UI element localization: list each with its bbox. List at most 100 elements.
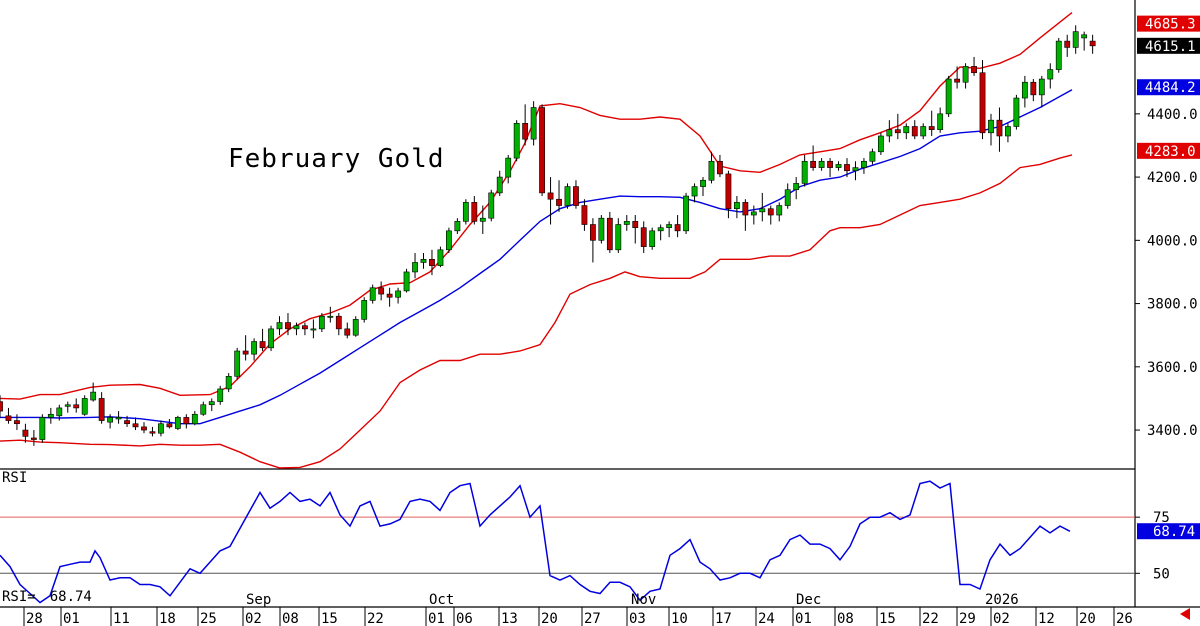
candle-body (733, 202, 740, 210)
candle (1064, 34, 1071, 57)
candle (437, 246, 444, 268)
candle-body (767, 208, 774, 216)
candle-body (395, 290, 401, 298)
day-tick-label: 08 (282, 611, 299, 626)
candle-body (911, 126, 918, 137)
rsi-line (0, 480, 1071, 604)
candle-body (1047, 69, 1054, 80)
candle (589, 218, 596, 263)
candle (530, 101, 537, 146)
candle-body (47, 413, 54, 418)
candle-body (251, 341, 257, 355)
candle-body (522, 123, 529, 140)
candle-body (886, 129, 893, 137)
price-tag-value: 4615.1 (1145, 39, 1196, 55)
day-tick-label: 29 (959, 611, 976, 626)
candle (615, 218, 622, 253)
candle-body (344, 328, 351, 336)
rsi-readout-label: RSI= (2, 589, 36, 605)
candle (573, 180, 579, 209)
candle-body (556, 198, 562, 206)
candle-body (488, 192, 495, 219)
candle (259, 328, 266, 351)
candle (471, 196, 478, 225)
price-tick-label: 4000.0 (1147, 233, 1198, 249)
candle-body (149, 431, 156, 434)
candle (954, 66, 961, 89)
rsi-readout: RSI= 68.74 (2, 589, 92, 605)
candle (403, 268, 410, 293)
candle (1081, 31, 1088, 51)
candle-body (1038, 78, 1045, 96)
candle-body (725, 173, 732, 210)
candle (877, 132, 884, 155)
candle (733, 196, 740, 219)
candle-body (971, 66, 977, 74)
candle (801, 154, 808, 187)
candle (285, 313, 291, 336)
rsi-tick-label: 75 (1153, 510, 1170, 526)
scroll-left-arrow-icon[interactable] (1180, 608, 1190, 620)
candle-body (513, 123, 520, 159)
candle-body (73, 404, 80, 409)
candle-body (581, 205, 588, 225)
candle (1055, 37, 1062, 73)
bollinger-middle-line (0, 89, 1073, 425)
candle (852, 161, 859, 181)
day-tick-label: 15 (879, 611, 896, 626)
day-tick-label: 03 (629, 611, 646, 626)
day-tick-label: 06 (456, 611, 473, 626)
candle-body (429, 258, 435, 266)
candle (251, 338, 257, 361)
candle (124, 415, 130, 427)
candle-body (420, 258, 427, 263)
candle-body (22, 429, 29, 437)
candle-body (530, 107, 537, 140)
candle (962, 63, 969, 89)
candle (327, 306, 334, 323)
candle-body (335, 315, 342, 330)
candle-body (945, 78, 952, 115)
candle-body (691, 186, 698, 197)
candle-body (674, 224, 681, 232)
candle (5, 407, 12, 424)
candle (30, 430, 37, 446)
candle (183, 414, 190, 429)
candle-body (200, 404, 207, 415)
candle-body (1089, 40, 1096, 47)
candle-body (378, 287, 385, 295)
candle (234, 347, 241, 380)
day-tick-label: 22 (367, 611, 384, 626)
candle (22, 423, 29, 443)
candle-body (285, 322, 291, 330)
candle-body (505, 157, 512, 178)
candle (623, 215, 630, 231)
bollinger-bands (0, 12, 1073, 469)
candle-body (471, 202, 478, 222)
day-tick-label: 24 (758, 611, 775, 626)
day-tick-label: 15 (321, 611, 338, 626)
candle (640, 221, 647, 253)
candle (1005, 123, 1011, 143)
candle-body (742, 202, 749, 216)
candle-body (369, 287, 376, 301)
candle (1013, 94, 1020, 130)
candle (64, 401, 71, 413)
candle-body (1021, 81, 1028, 99)
candle (39, 414, 46, 443)
candle-body (1005, 126, 1011, 137)
price-tick-label: 3600.0 (1147, 360, 1198, 376)
candle-body (988, 119, 994, 134)
candle-body (615, 224, 622, 251)
candle (276, 316, 283, 336)
candle-body (81, 398, 88, 415)
month-tick-label: Sep (246, 592, 271, 608)
candle-body (302, 325, 308, 330)
candle (869, 148, 876, 165)
candle (547, 177, 554, 225)
candle (911, 120, 918, 140)
candle (310, 319, 317, 339)
candle-body (454, 221, 461, 232)
candle (632, 215, 639, 244)
